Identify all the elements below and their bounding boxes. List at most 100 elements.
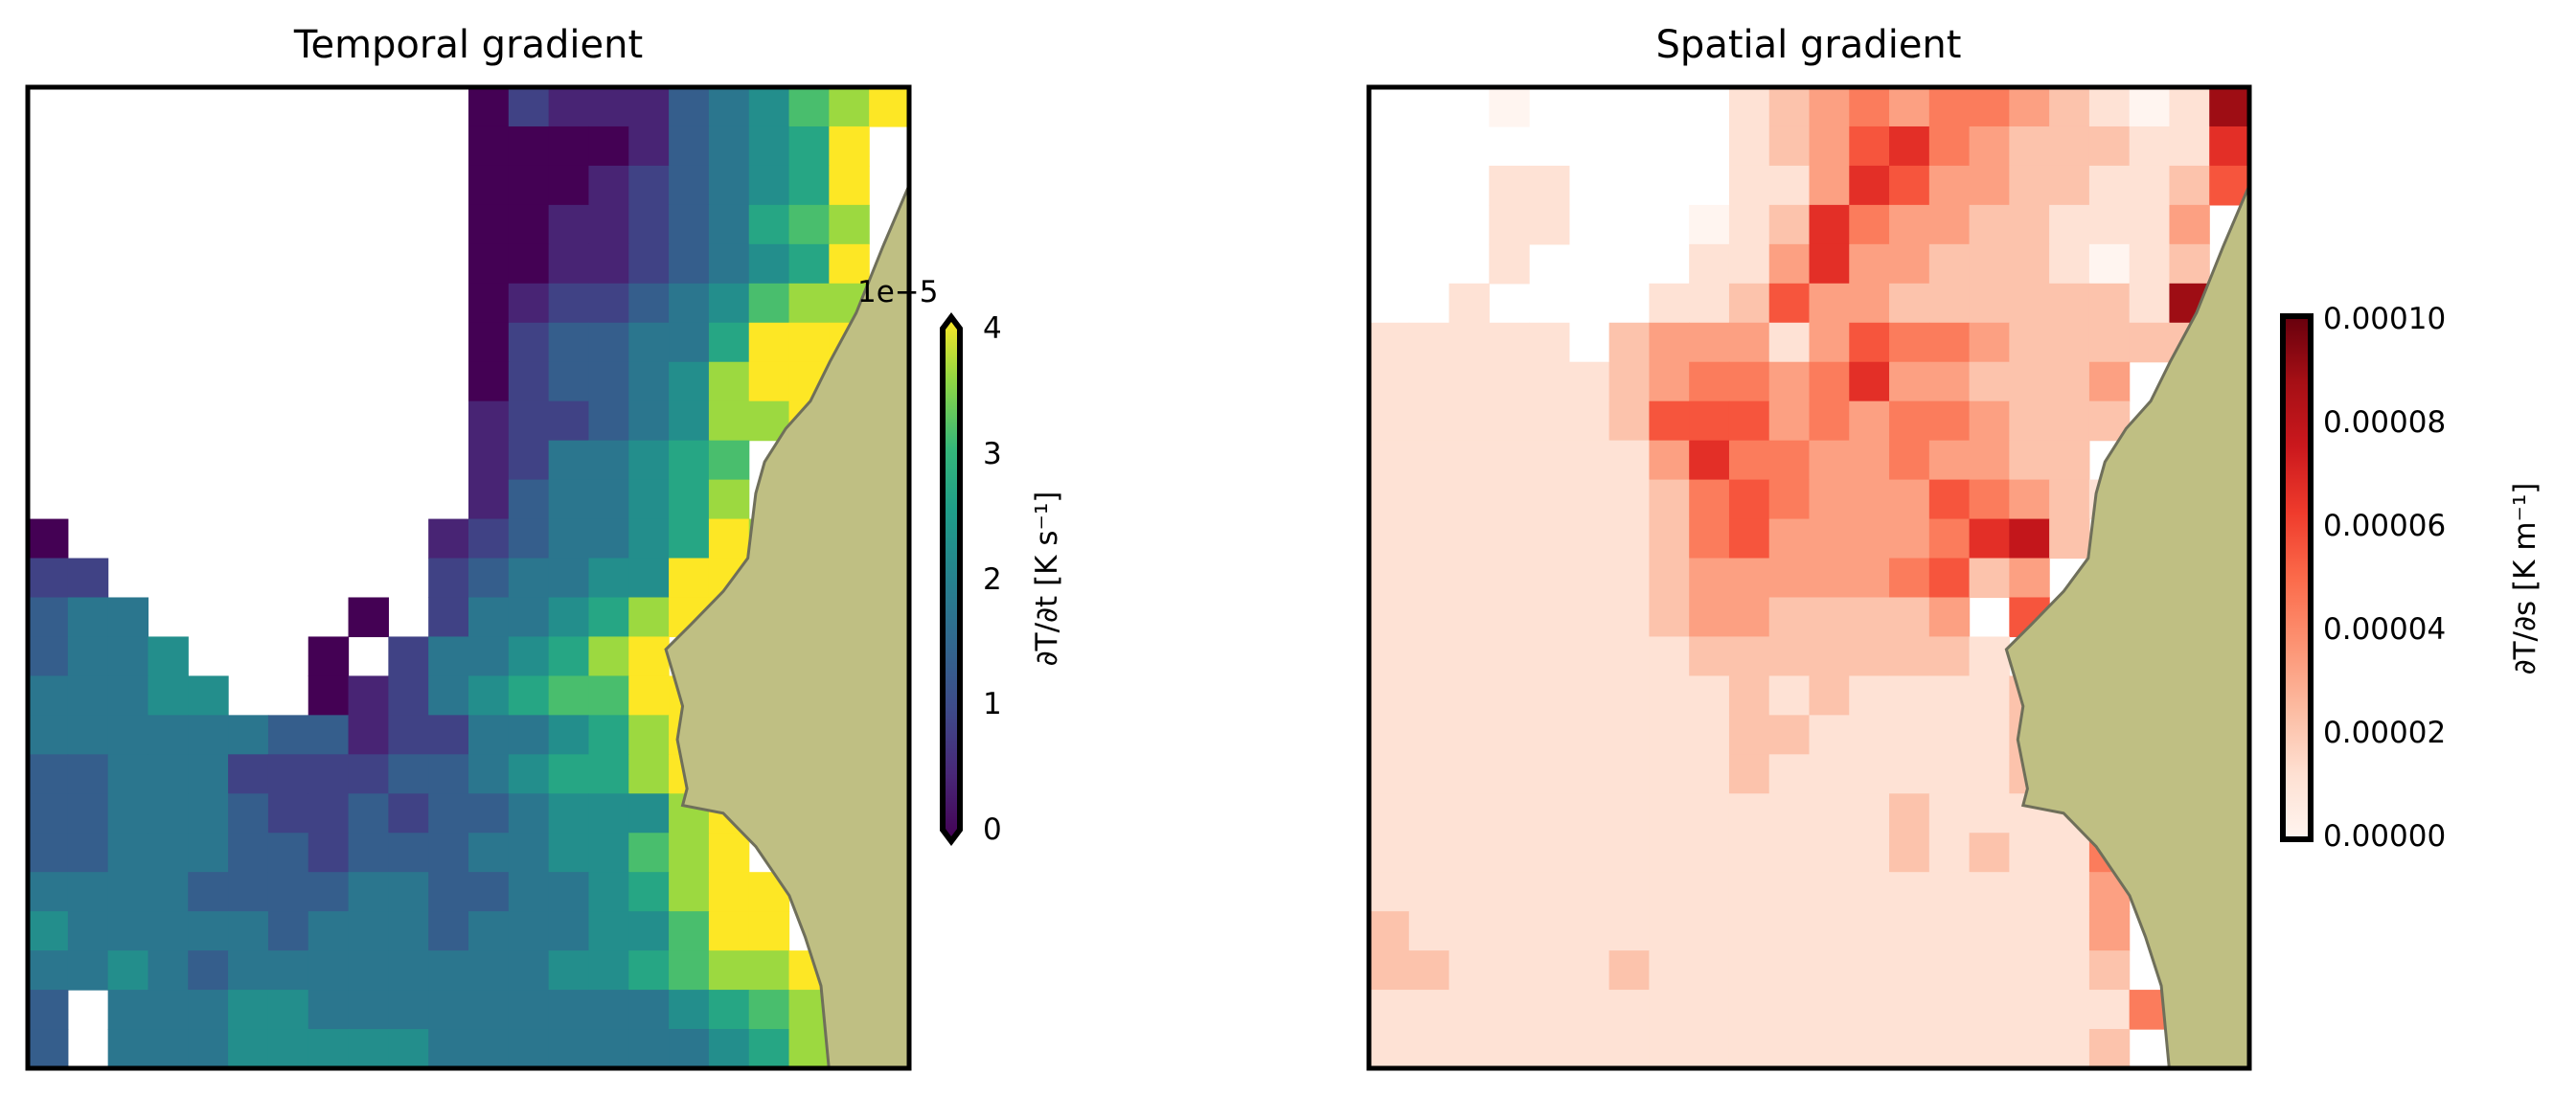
heatmap-cell <box>468 715 510 755</box>
heatmap-cell <box>1568 400 1610 442</box>
heatmap-cell <box>2009 990 2050 1030</box>
heatmap-cell <box>2049 126 2090 167</box>
heatmap-cell <box>1568 911 1610 951</box>
heatmap-cell <box>508 283 550 324</box>
heatmap-cell <box>1969 283 2010 324</box>
heatmap-cell <box>548 754 590 794</box>
heatmap-cell <box>1969 754 2010 794</box>
colorbar-tick-label: 0 <box>983 812 1002 847</box>
heatmap-cell <box>1408 990 1450 1030</box>
heatmap-cell <box>2049 283 2090 324</box>
heatmap-cell <box>1448 636 1490 676</box>
heatmap-cell <box>1728 400 1770 442</box>
heatmap-cell <box>1809 440 1850 481</box>
heatmap-cell <box>1608 636 1651 676</box>
heatmap-cell <box>468 754 510 794</box>
heatmap-cell <box>1849 204 1890 245</box>
heatmap-cell <box>148 675 189 716</box>
heatmap-cell <box>1489 400 1530 442</box>
heatmap-cell <box>508 518 550 560</box>
heatmap-cell <box>669 1029 710 1069</box>
heatmap-cell <box>468 400 510 442</box>
heatmap-cell <box>1809 518 1850 560</box>
heatmap-cell <box>1889 243 1930 285</box>
heatmap-cell <box>748 911 790 951</box>
heatmap-cell <box>1849 479 1890 520</box>
heatmap-cell <box>188 1029 229 1069</box>
heatmap-cell <box>2009 322 2050 363</box>
heatmap-cell <box>1849 243 1890 285</box>
heatmap-cell <box>28 636 69 676</box>
heatmap-cell <box>708 950 750 991</box>
heatmap-cell <box>107 675 149 716</box>
heatmap-cell <box>2088 87 2131 127</box>
colorbar-tick-label: 0.00010 <box>2323 302 2447 336</box>
heatmap-cell <box>1889 479 1930 520</box>
heatmap-cell <box>2088 322 2131 363</box>
heatmap-cell <box>1728 479 1770 520</box>
heatmap-cell <box>228 911 269 951</box>
heatmap-cell <box>1649 361 1690 402</box>
heatmap-cell <box>588 872 629 912</box>
heatmap-cell <box>2049 243 2090 285</box>
heatmap-cell <box>1689 1029 1730 1069</box>
heatmap-cell <box>2088 243 2131 285</box>
heatmap-cell <box>588 479 629 520</box>
heatmap-cell <box>628 479 670 520</box>
heatmap-cell <box>748 361 790 402</box>
heatmap-cell <box>548 558 590 599</box>
heatmap-cell <box>188 675 229 716</box>
heatmap-cell <box>1608 872 1651 912</box>
heatmap-cell <box>1489 440 1530 481</box>
heatmap-cell <box>1928 754 1971 794</box>
heatmap-cell <box>588 715 629 755</box>
heatmap-cell <box>2009 950 2050 991</box>
heatmap-cell <box>67 950 109 991</box>
heatmap-cell <box>428 990 469 1030</box>
heatmap-cell <box>628 715 670 755</box>
heatmap-cell <box>1649 793 1690 834</box>
heatmap-cell <box>1489 165 1530 206</box>
heatmap-cell <box>1489 87 1530 127</box>
heatmap-cell <box>148 715 189 755</box>
heatmap-cell <box>1408 715 1450 755</box>
heatmap-cell <box>708 361 750 402</box>
heatmap-cell <box>148 1029 189 1069</box>
heatmap-cell <box>1529 911 1570 951</box>
heatmap-cell <box>468 990 510 1030</box>
heatmap-cell <box>1489 950 1530 991</box>
heatmap-cell <box>388 833 429 873</box>
heatmap-cell <box>1369 950 1410 991</box>
heatmap-cell <box>1568 479 1610 520</box>
heatmap-cell <box>1809 950 1850 991</box>
heatmap-cell <box>1489 872 1530 912</box>
heatmap-cell <box>1608 1029 1651 1069</box>
heatmap-cell <box>548 322 590 363</box>
heatmap-cell <box>2009 126 2050 167</box>
heatmap-cell <box>1408 361 1450 402</box>
heatmap-cell <box>628 518 670 560</box>
heatmap-cell <box>468 1029 510 1069</box>
heatmap-cell <box>1728 361 1770 402</box>
heatmap-cell <box>508 1029 550 1069</box>
heatmap-cell <box>748 204 790 245</box>
heatmap-cell <box>67 793 109 834</box>
heatmap-cell <box>67 911 109 951</box>
heatmap-cell <box>1448 597 1490 638</box>
heatmap-cell <box>348 715 389 755</box>
heatmap-cell <box>468 479 510 520</box>
heatmap-cell <box>1728 715 1770 755</box>
heatmap-cell <box>628 636 670 676</box>
heatmap-cell <box>1689 361 1730 402</box>
heatmap-cell <box>2009 165 2050 206</box>
heatmap-cell <box>628 165 670 206</box>
heatmap-cell <box>1768 558 1811 599</box>
heatmap-cell <box>669 283 710 324</box>
land-mask <box>2004 184 2251 1070</box>
heatmap-cell <box>67 675 109 716</box>
colorbar-tick-label: 0.00008 <box>2323 405 2447 440</box>
heatmap-cell <box>468 361 510 402</box>
heatmap-cell <box>708 87 750 127</box>
heatmap-cell <box>1809 558 1850 599</box>
heatmap-cell <box>1408 558 1450 599</box>
